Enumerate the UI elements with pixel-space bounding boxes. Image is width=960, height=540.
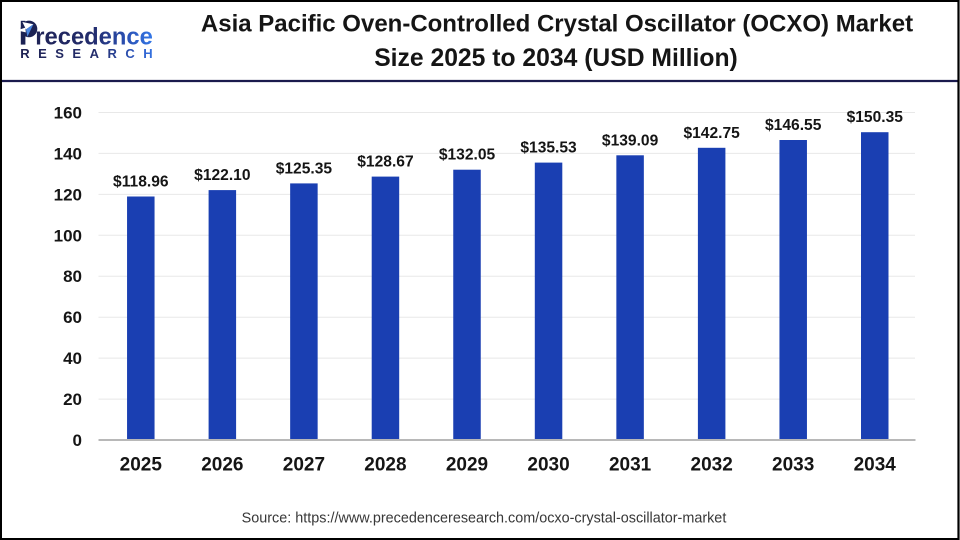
svg-text:2026: 2026 — [201, 455, 243, 476]
svg-text:2032: 2032 — [691, 455, 733, 476]
svg-text:$118.96: $118.96 — [113, 174, 169, 191]
svg-text:$125.35: $125.35 — [276, 160, 333, 177]
svg-text:2033: 2033 — [772, 455, 814, 476]
svg-text:$128.67: $128.67 — [357, 154, 413, 171]
svg-text:40: 40 — [63, 349, 82, 368]
svg-text:140: 140 — [54, 144, 82, 163]
svg-text:$150.35: $150.35 — [847, 109, 904, 126]
svg-text:2028: 2028 — [364, 455, 406, 476]
svg-text:$142.75: $142.75 — [683, 125, 740, 142]
svg-text:80: 80 — [63, 267, 82, 286]
svg-text:2031: 2031 — [609, 455, 652, 476]
svg-text:20: 20 — [63, 390, 82, 409]
svg-text:2034: 2034 — [854, 455, 897, 476]
svg-text:$132.05: $132.05 — [439, 147, 496, 164]
svg-text:60: 60 — [63, 308, 82, 327]
svg-text:$122.10: $122.10 — [194, 167, 251, 184]
svg-text:Source: https://www.precedence: Source: https://www.precedenceresearch.c… — [242, 511, 727, 527]
svg-text:$146.55: $146.55 — [765, 117, 822, 134]
svg-text:Asia Pacific Oven-Controlled C: Asia Pacific Oven-Controlled Crystal Osc… — [201, 11, 913, 38]
svg-text:120: 120 — [54, 185, 82, 204]
svg-text:160: 160 — [54, 104, 82, 123]
svg-text:$139.09: $139.09 — [602, 132, 659, 149]
svg-text:2029: 2029 — [446, 455, 488, 476]
svg-text:2027: 2027 — [283, 455, 325, 476]
svg-text:$135.53: $135.53 — [520, 140, 577, 157]
svg-text:RESEARCH: RESEARCH — [20, 46, 161, 61]
svg-text:100: 100 — [54, 226, 82, 245]
svg-text:Size 2025 to 2034 (USD Million: Size 2025 to 2034 (USD Million) — [374, 45, 738, 72]
svg-text:0: 0 — [73, 431, 82, 450]
svg-text:2025: 2025 — [120, 455, 163, 476]
svg-text:2030: 2030 — [527, 455, 569, 476]
svg-text:recedence: recedence — [35, 24, 153, 51]
